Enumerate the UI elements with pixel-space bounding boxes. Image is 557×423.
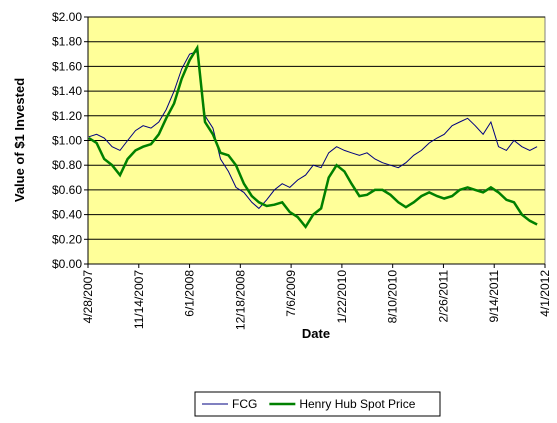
series-line <box>88 50 538 210</box>
y-tick-label: $1.20 <box>52 109 82 123</box>
x-tick-label: 1/22/2010 <box>335 270 349 324</box>
legend-label: FCG <box>232 397 257 411</box>
y-tick-label: $0.00 <box>52 257 82 271</box>
x-tick-label: 11/14/2007 <box>132 270 146 329</box>
x-tick-label: 4/1/2012 <box>538 270 552 317</box>
x-tick-label: 12/18/2008 <box>233 270 247 330</box>
x-axis-title: Date <box>302 326 330 341</box>
legend-box <box>194 391 441 417</box>
x-tick-label: 7/6/2009 <box>284 270 298 317</box>
x-tick-label: 6/1/2008 <box>183 270 197 317</box>
y-tick-label: $1.00 <box>52 134 82 148</box>
y-tick-label: $1.60 <box>52 59 82 73</box>
x-tick-label: 2/26/2011 <box>436 270 450 323</box>
series-line <box>88 44 538 230</box>
y-tick-label: $1.80 <box>52 35 82 49</box>
y-tick-label: $1.40 <box>52 84 82 98</box>
y-tick-label: $0.80 <box>52 158 82 172</box>
x-tick-label: 8/10/2010 <box>386 270 400 324</box>
y-tick-label: $0.40 <box>52 208 82 222</box>
y-tick-label: $0.20 <box>52 232 82 246</box>
x-tick-label: 4/28/2007 <box>81 270 95 324</box>
x-tick-label: 9/14/2011 <box>487 270 501 323</box>
legend-label: Henry Hub Spot Price <box>299 397 415 411</box>
y-tick-label: $2.00 <box>52 10 82 24</box>
legend: FCG Henry Hub Spot Price <box>194 391 441 417</box>
y-axis-title: Value of $1 Invested <box>12 78 27 202</box>
y-tick-label: $0.60 <box>52 183 82 197</box>
